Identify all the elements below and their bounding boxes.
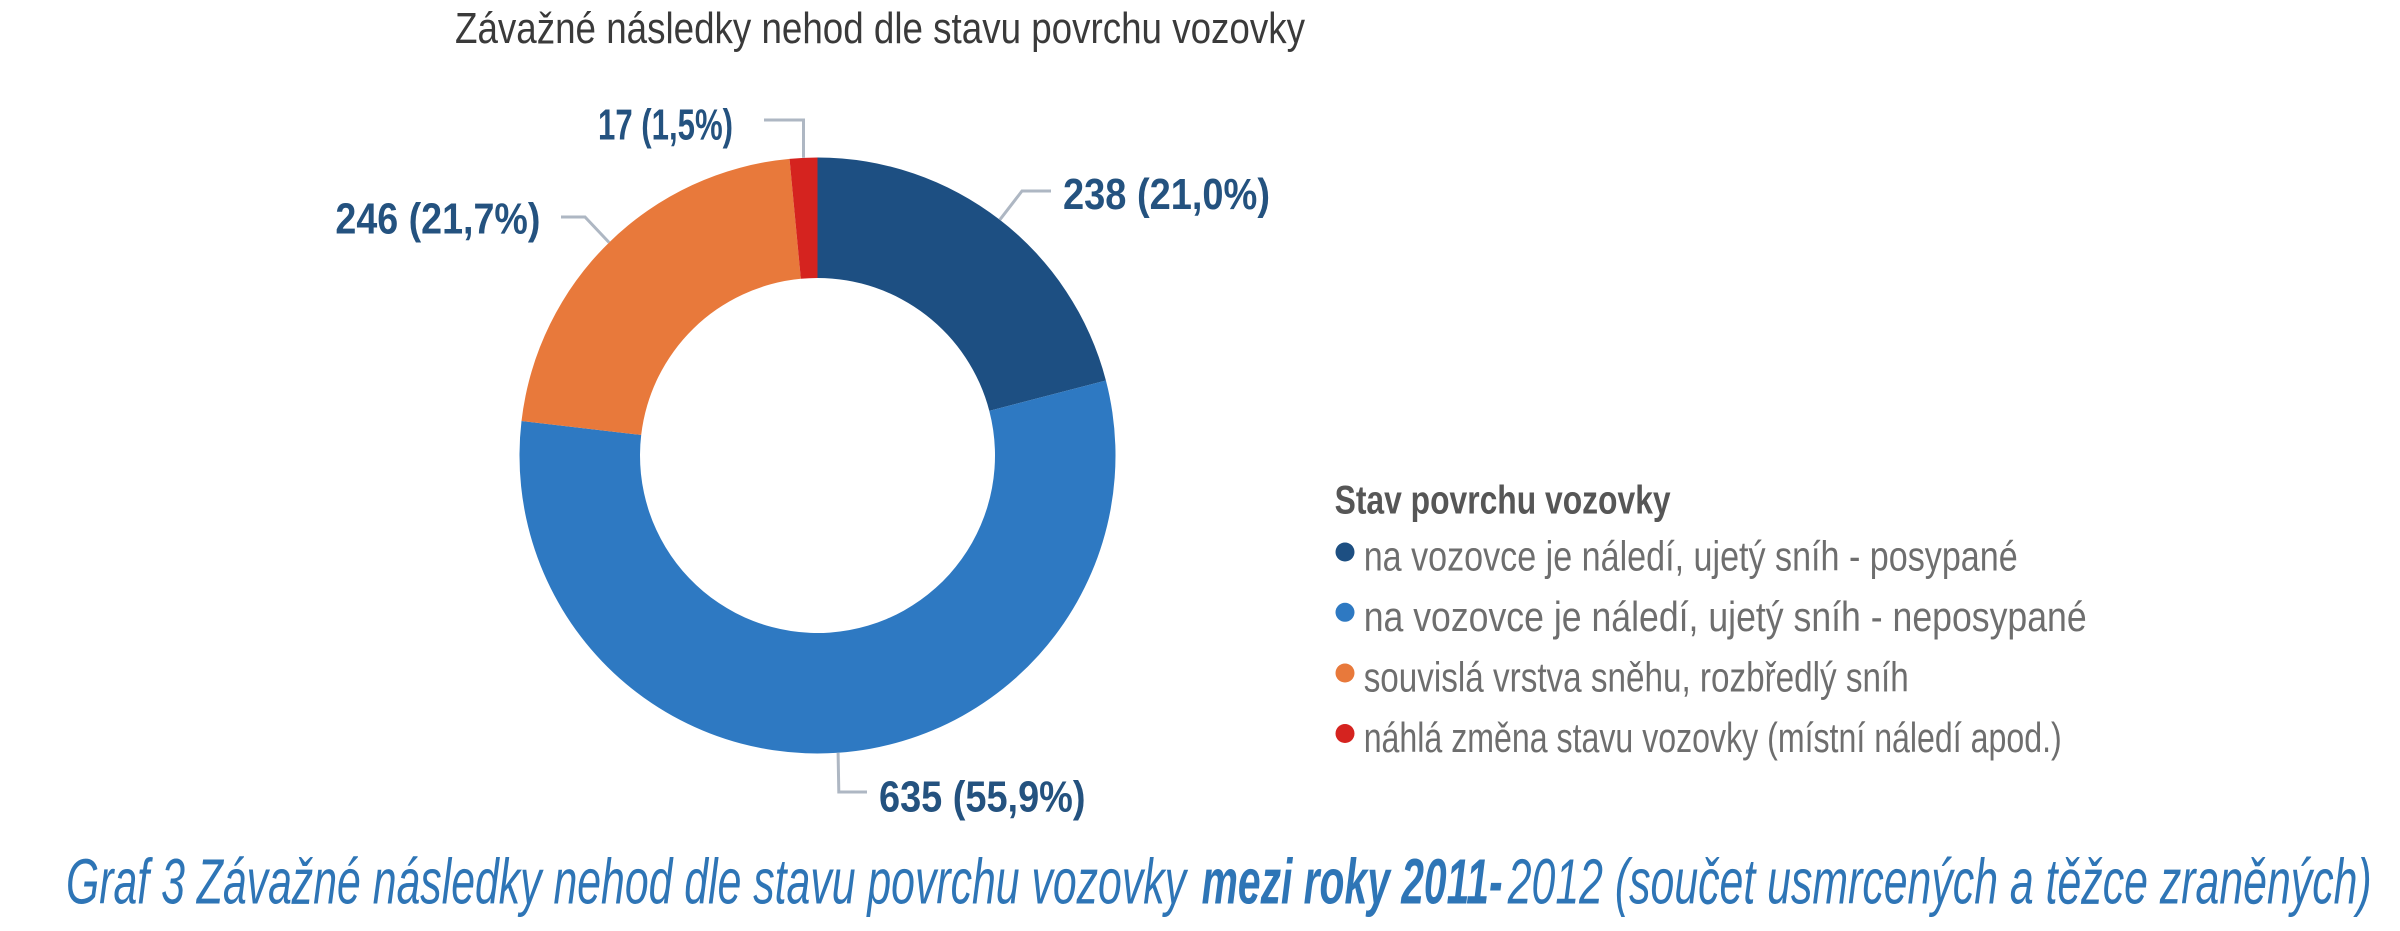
svg-text:mezi roky 2011-: mezi roky 2011- <box>1202 846 1503 918</box>
svg-text:246 (21,7%): 246 (21,7%) <box>335 195 540 244</box>
svg-text:238 (21,0%): 238 (21,0%) <box>1063 170 1270 219</box>
svg-text:náhlá změna stavu vozovky (mís: náhlá změna stavu vozovky (místní náledí… <box>1364 714 2062 761</box>
svg-text:Závažné následky nehod dle sta: Závažné následky nehod dle stavu povrchu… <box>455 4 1305 53</box>
svg-text:Stav povrchu vozovky: Stav povrchu vozovky <box>1335 479 1672 523</box>
svg-text:Graf 3 Závažné následky nehod: Graf 3 Závažné následky nehod dle stavu … <box>66 846 1189 918</box>
svg-text:635 (55,9%): 635 (55,9%) <box>879 773 1086 822</box>
svg-text:2012 (součet usmrcených a těžc: 2012 (součet usmrcených a těžce zraněnýc… <box>1507 846 2372 918</box>
svg-text:na vozovce je náledí, ujetý sn: na vozovce je náledí, ujetý sníh - nepos… <box>1364 593 2087 640</box>
svg-text:17 (1,5%): 17 (1,5%) <box>598 101 733 150</box>
svg-text:na vozovce je náledí, ujetý sn: na vozovce je náledí, ujetý sníh - posyp… <box>1364 533 2018 580</box>
svg-text:souvislá vrstva sněhu, rozbřed: souvislá vrstva sněhu, rozbředlý sníh <box>1364 653 1909 700</box>
